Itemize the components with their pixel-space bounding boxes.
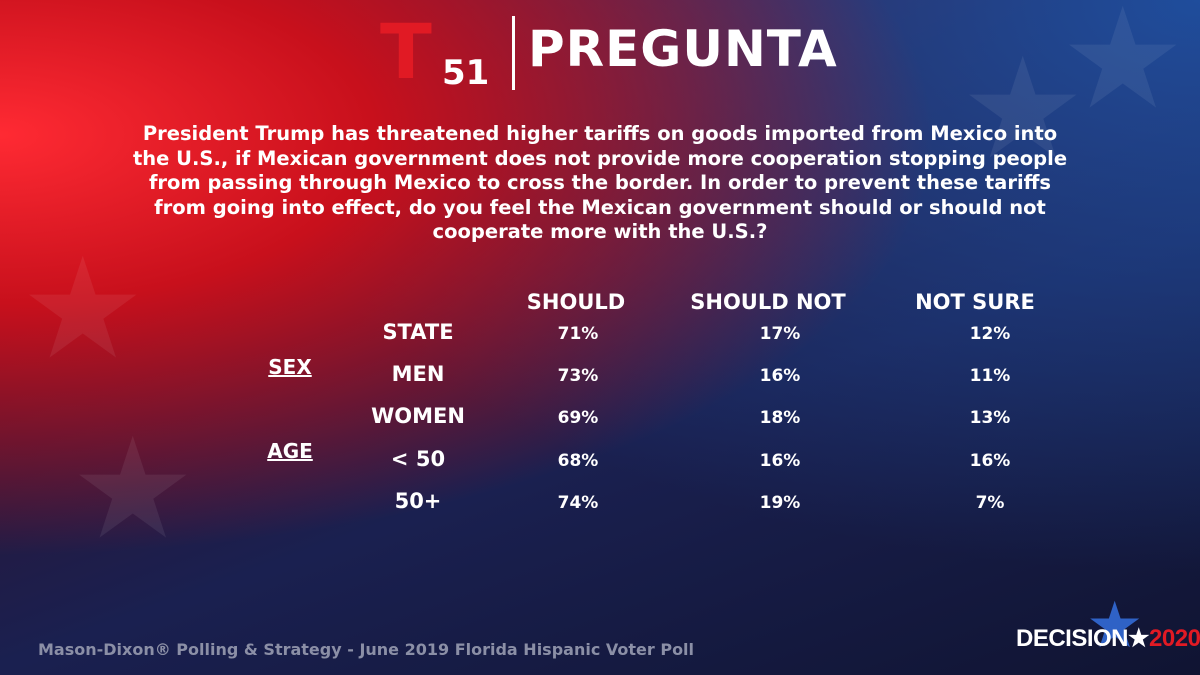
header: T 51 PREGUNTA: [0, 12, 1200, 94]
group-label-sex: SEX: [268, 355, 312, 379]
column-header-should: SHOULD: [526, 290, 626, 314]
telemundo-51-logo: T 51: [380, 14, 492, 94]
page-title: PREGUNTA: [528, 20, 838, 78]
row-label: MEN: [391, 362, 445, 386]
cell-not-sure: 13%: [969, 408, 1011, 428]
cell-should-not: 19%: [759, 493, 801, 513]
row-label: 50+: [394, 489, 442, 513]
cell-should: 71%: [557, 324, 599, 344]
background-star-icon: ★: [70, 408, 196, 571]
cell-should-not: 16%: [759, 366, 801, 386]
row-label: < 50: [390, 447, 446, 471]
decision-2020-logo: ★ DECISION★2020: [1016, 589, 1200, 670]
row-label: WOMEN: [371, 404, 465, 428]
cell-should-not: 16%: [759, 451, 801, 471]
cell-not-sure: 12%: [969, 324, 1011, 344]
group-label-age: AGE: [267, 439, 313, 463]
cell-should: 74%: [557, 493, 599, 513]
column-header-should-not: SHOULD NOT: [690, 290, 846, 314]
row-label: STATE: [382, 320, 454, 344]
cell-should: 68%: [557, 451, 599, 471]
brand-inline-star-icon: ★: [1128, 625, 1150, 652]
background-star-icon: ★: [20, 228, 146, 391]
cell-should-not: 17%: [759, 324, 801, 344]
brand-word: DECISION: [1016, 625, 1129, 652]
star-icon: ★: [1086, 589, 1144, 663]
logo-number: 51: [442, 53, 490, 93]
cell-should: 69%: [557, 408, 599, 428]
cell-not-sure: 16%: [969, 451, 1011, 471]
brand-year: 2020: [1149, 625, 1200, 652]
column-header-not-sure: NOT SURE: [915, 290, 1035, 314]
cell-should-not: 18%: [759, 408, 801, 428]
source-caption: Mason-Dixon® Polling & Strategy - June 2…: [38, 640, 695, 659]
cell-not-sure: 11%: [969, 366, 1011, 386]
logo-letter: T: [380, 7, 432, 96]
poll-question: President Trump has threatened higher ta…: [132, 122, 1068, 243]
header-divider: [512, 16, 515, 90]
cell-should: 73%: [557, 366, 599, 386]
brand-text: DECISION★2020: [1016, 624, 1200, 653]
background-star-icon: ★: [960, 28, 1086, 191]
background-star-icon: ★: [1060, 0, 1186, 141]
cell-not-sure: 7%: [975, 493, 1005, 513]
